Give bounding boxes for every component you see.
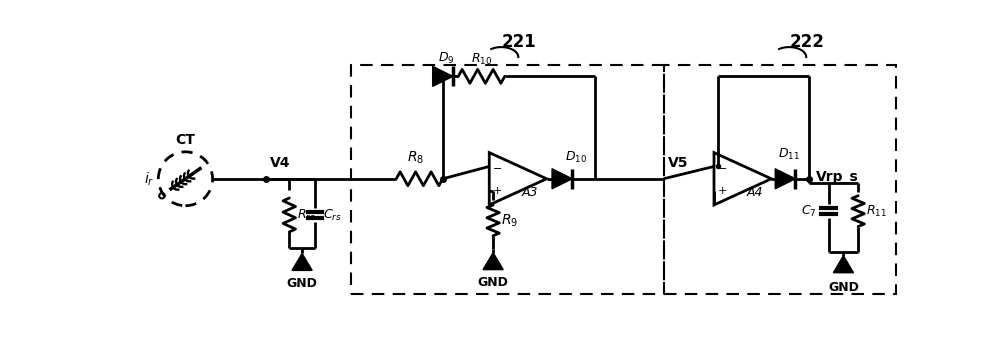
Text: $D_{11}$: $D_{11}$: [778, 147, 800, 162]
Text: $R_{rs}$: $R_{rs}$: [297, 207, 316, 223]
Text: $R_9$: $R_9$: [501, 212, 518, 229]
Text: V5: V5: [668, 155, 688, 170]
Text: $i_r$: $i_r$: [144, 171, 155, 188]
Text: $+$: $+$: [717, 185, 727, 196]
Text: $-$: $-$: [492, 162, 502, 172]
Text: GND: GND: [478, 276, 509, 289]
Text: $R_{11}$: $R_{11}$: [866, 204, 887, 219]
Bar: [351, 65, 664, 293]
Text: 221: 221: [502, 33, 536, 51]
Polygon shape: [483, 253, 503, 270]
Text: $D_{10}$: $D_{10}$: [565, 150, 587, 165]
Text: GND: GND: [828, 281, 859, 294]
Text: $D_9$: $D_9$: [438, 51, 454, 65]
Text: A3: A3: [522, 187, 538, 199]
Polygon shape: [433, 66, 453, 86]
Text: GND: GND: [287, 277, 318, 290]
Text: $C_{rs}$: $C_{rs}$: [323, 207, 341, 223]
Text: $R_{10}$: $R_{10}$: [471, 52, 492, 67]
Text: A4: A4: [747, 187, 763, 199]
Polygon shape: [552, 169, 572, 189]
Polygon shape: [292, 253, 312, 270]
Text: $R_8$: $R_8$: [407, 149, 424, 166]
Polygon shape: [775, 169, 795, 189]
Text: $-$: $-$: [717, 162, 727, 172]
Text: $C_7$: $C_7$: [801, 204, 816, 219]
Text: V4: V4: [270, 155, 290, 170]
Polygon shape: [833, 256, 854, 273]
Text: CT: CT: [176, 133, 195, 147]
Text: 222: 222: [790, 33, 824, 51]
Text: Vrp_s: Vrp_s: [816, 170, 858, 184]
Bar: [664, 65, 896, 293]
Text: $+$: $+$: [492, 185, 502, 196]
